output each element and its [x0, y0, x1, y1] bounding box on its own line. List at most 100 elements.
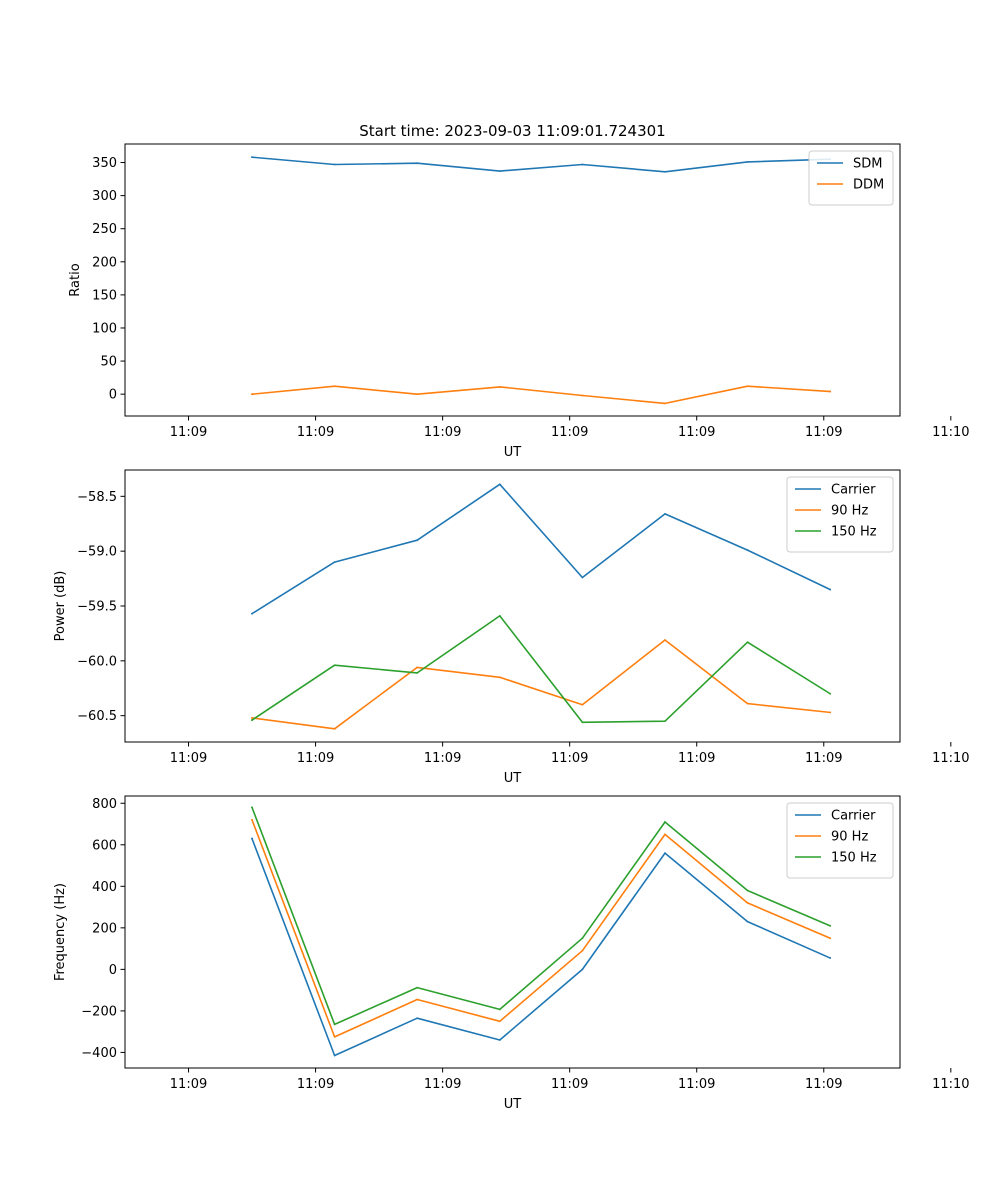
frequency-data-point-carrier — [746, 920, 749, 923]
power-y-tick-label: −60.0 — [77, 654, 117, 669]
power-series-line-90-hz — [251, 639, 831, 730]
frequency-data-point-90-hz — [498, 1020, 501, 1023]
ratio-legend: SDM DDM — [808, 150, 894, 206]
frequency-legend-label-carrier: Carrier — [831, 809, 876, 824]
ratio-x-axis-label: UT — [504, 445, 522, 460]
frequency-data-point-90-hz — [251, 818, 253, 821]
power-y-axis-label: Power (dB) — [53, 571, 68, 642]
ratio-legend-label-sdm: SDM — [853, 157, 882, 172]
frequency-data-point-150-hz — [829, 924, 832, 927]
power-axes-frame — [124, 469, 901, 743]
power-data-point-150-hz — [251, 719, 253, 721]
ratio-data-point-sdm — [664, 170, 666, 173]
power-legend-label-150-hz: 150 Hz — [831, 525, 877, 540]
frequency-data-point-150-hz — [498, 1008, 501, 1011]
ratio-x-tick-label: 11:09 — [551, 425, 588, 440]
power-data-point-90-hz — [251, 716, 253, 719]
power-data-point-90-hz — [498, 676, 501, 679]
power-y-tick-label: −59.5 — [77, 600, 117, 615]
ratio-subplot: 11:09 11:09 11:09 11:09 11:09 11:09 11:10 0 50 10… — [68, 143, 970, 460]
power-x-tick-label: 11:10 — [932, 751, 969, 766]
power-legend-label-90-hz: 90 Hz — [831, 504, 868, 519]
ratio-y-tick-label: 300 — [92, 189, 117, 204]
power-data-point-carrier — [498, 483, 501, 486]
frequency-series-line-150-hz — [250, 806, 832, 1026]
frequency-y-tick-label: 400 — [92, 880, 117, 895]
power-data-point-carrier — [829, 588, 832, 591]
frequency-data-point-carrier — [416, 1017, 419, 1020]
power-series-line-carrier — [250, 483, 832, 615]
frequency-x-tick-label: 11:09 — [424, 1077, 461, 1092]
power-data-point-150-hz — [581, 721, 584, 724]
power-legend-box — [786, 476, 894, 553]
power-data-point-150-hz — [416, 672, 419, 674]
frequency-y-tick-label: 600 — [92, 838, 117, 853]
power-x-tick-label: 11:09 — [424, 751, 461, 766]
ratio-y-tick-label: 250 — [92, 222, 117, 237]
figure-title: Start time: 2023-09-03 11:09:01.724301 — [359, 122, 665, 140]
ratio-y-axis-label: Ratio — [68, 263, 83, 296]
subplots: 11:09 11:09 11:09 11:09 11:09 11:09 11:10 0 50 10… — [53, 143, 970, 1112]
ratio-data-point-ddm — [498, 385, 501, 388]
frequency-legend-label-90-hz: 90 Hz — [831, 830, 868, 845]
power-data-point-carrier — [664, 512, 666, 515]
power-subplot: 11:09 11:09 11:09 11:09 11:09 11:09 11:10 −60.5… — [53, 469, 970, 786]
ratio-y-tick-label: 0 — [109, 388, 117, 403]
ratio-y-tick-label: 100 — [92, 321, 117, 336]
ratio-y-tick-label: 50 — [100, 355, 117, 370]
power-data-point-150-hz — [664, 720, 666, 723]
ratio-x-tick-label: 11:09 — [297, 425, 334, 440]
power-x-tick-label: 11:09 — [805, 751, 842, 766]
ratio-y-tick-label: 200 — [92, 255, 117, 270]
frequency-data-point-carrier — [829, 957, 832, 959]
frequency-data-point-90-hz — [416, 998, 419, 1001]
ratio-legend-box — [808, 150, 894, 206]
frequency-y-axis-label: Frequency (Hz) — [53, 883, 68, 981]
frequency-y-tick-label: 0 — [109, 963, 117, 978]
power-y-tick-label: −59.0 — [77, 545, 117, 560]
power-data-point-carrier — [416, 539, 419, 542]
ratio-y-tick-label: 150 — [92, 288, 117, 303]
frequency-y-tick-label: 200 — [92, 921, 117, 936]
ratio-x-tick-label: 11:09 — [678, 425, 715, 440]
frequency-x-tick-label: 11:09 — [551, 1077, 588, 1092]
power-x-tick-label: 11:09 — [297, 751, 334, 766]
power-data-point-carrier — [333, 561, 336, 564]
frequency-data-point-150-hz — [746, 889, 749, 892]
frequency-data-point-90-hz — [333, 1035, 336, 1038]
frequency-data-point-carrier — [581, 968, 584, 971]
ratio-data-point-sdm — [498, 170, 501, 173]
ratio-data-point-ddm — [829, 390, 832, 393]
ratio-data-point-sdm — [581, 163, 584, 166]
ratio-x-tick-label: 11:09 — [170, 425, 207, 440]
frequency-x-tick-label: 11:09 — [805, 1077, 842, 1092]
ratio-data-point-sdm — [251, 156, 253, 159]
frequency-x-tick-label: 11:10 — [932, 1077, 969, 1092]
frequency-data-point-150-hz — [581, 937, 584, 940]
frequency-legend-label-150-hz: 150 Hz — [831, 851, 877, 866]
ratio-data-point-ddm — [746, 385, 749, 388]
power-y-tick-label: −60.5 — [77, 709, 117, 724]
ratio-data-point-ddm — [664, 402, 666, 405]
power-legend: Carrier 90 Hz 150 Hz — [786, 476, 894, 553]
frequency-series-line-carrier — [250, 837, 832, 1057]
power-legend-label-carrier: Carrier — [831, 483, 876, 498]
frequency-legend: Carrier 90 Hz 150 Hz — [786, 802, 894, 879]
power-data-point-150-hz — [498, 614, 501, 617]
frequency-subplot: 11:09 11:09 11:09 11:09 11:09 11:09 11:10 −400 −… — [53, 795, 970, 1112]
power-data-point-150-hz — [829, 692, 832, 695]
frequency-y-tick-label: 800 — [92, 797, 117, 812]
frequency-x-axis-label: UT — [504, 1097, 522, 1112]
ratio-data-point-sdm — [333, 163, 336, 166]
frequency-data-point-carrier — [498, 1039, 501, 1041]
frequency-data-point-carrier — [664, 852, 666, 854]
power-data-point-150-hz — [333, 664, 336, 667]
power-series-line-150-hz — [250, 615, 832, 724]
frequency-legend-box — [786, 802, 894, 879]
ratio-series-line-ddm — [251, 385, 831, 405]
ratio-series-line-sdm — [251, 156, 831, 173]
power-data-point-90-hz — [581, 703, 584, 706]
power-data-point-90-hz — [829, 711, 832, 714]
power-x-axis-label: UT — [504, 771, 522, 786]
